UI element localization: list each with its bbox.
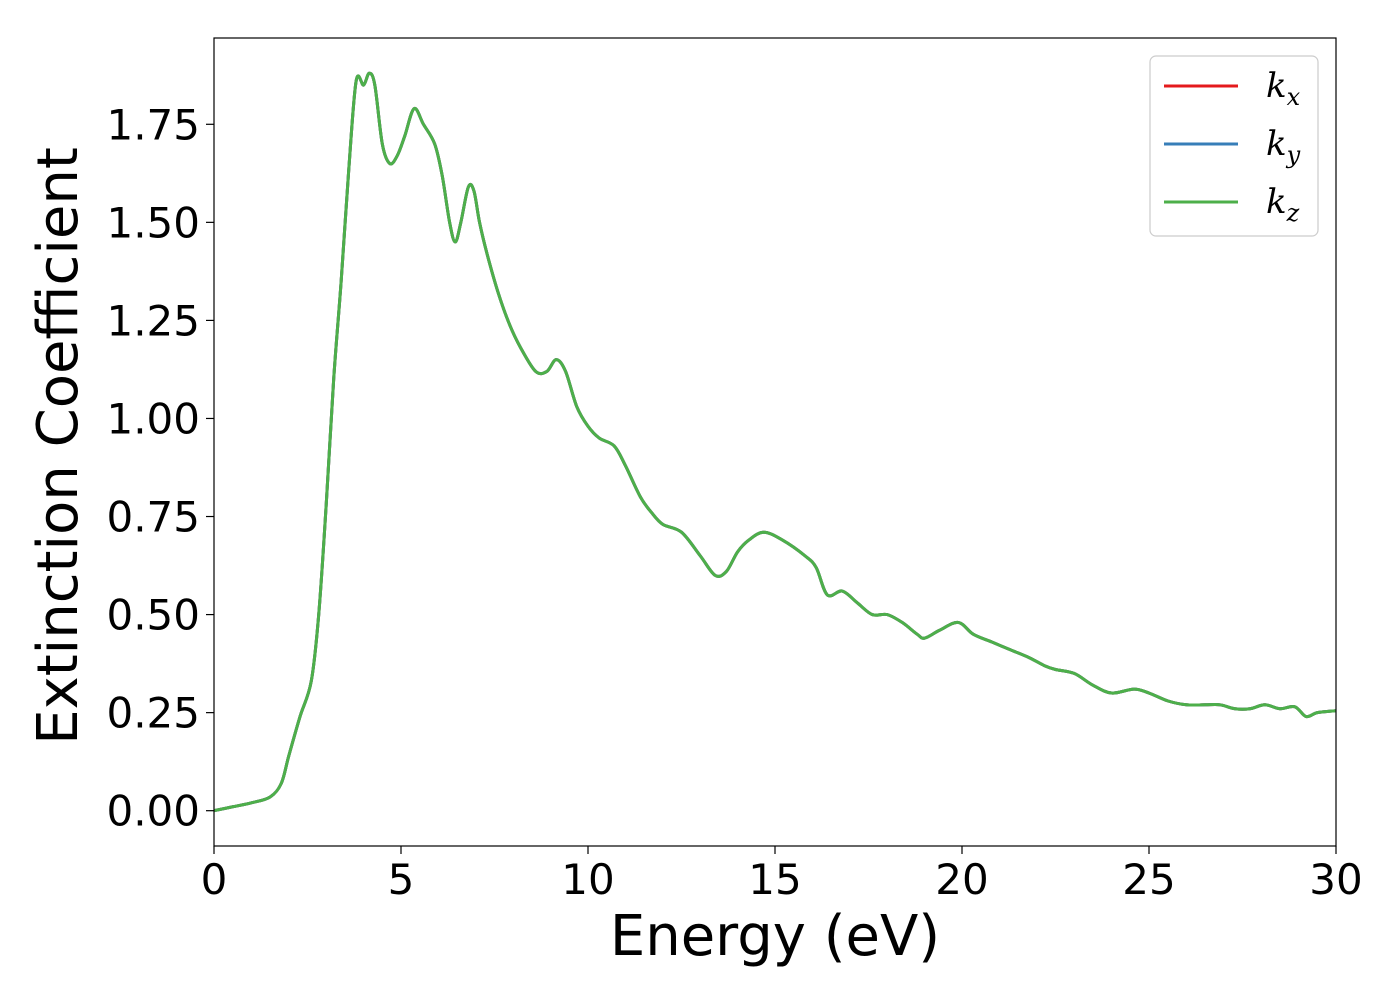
legend-label-subscript: x [1287,83,1301,111]
y-tick-label: 1.00 [106,394,200,443]
x-tick-label: 0 [201,855,228,904]
x-tick-label: 25 [1122,855,1175,904]
legend-item: ky [1164,124,1301,169]
x-tick-label: 5 [388,855,415,904]
x-tick-label: 20 [935,855,988,904]
legend-label-base: k [1266,66,1287,106]
y-tick-label: 1.25 [106,296,200,345]
y-tick-label: 0.25 [106,689,200,738]
ticks-layer: 0 5 10 15 20 25 30 0.00 0.25 0.50 0.75 1.00 1.25 1.50… [106,100,1362,904]
legend-item: kz [1164,182,1300,227]
series-layer [214,71,1336,813]
legend-label-base: k [1266,124,1287,164]
legend-label-subscript: y [1286,141,1301,169]
y-tick-label: 0.50 [106,591,200,640]
legend-label-base: k [1266,182,1287,222]
y-tick-label: 1.75 [106,100,200,149]
legend-label: kx [1266,66,1301,111]
x-axis-title: Energy (eV) [610,904,940,969]
legend-frame [1149,55,1319,237]
series-line-k-z [214,71,1336,813]
y-tick-label: 0.75 [106,493,200,542]
legend-label: kz [1266,182,1300,227]
legend-label-subscript: z [1286,199,1300,227]
y-tick-label: 1.50 [106,198,200,247]
x-tick-label: 30 [1309,855,1362,904]
x-tick-label: 15 [748,855,801,904]
legend-label: ky [1266,124,1301,169]
y-tick-label: 0.00 [106,787,200,836]
legend-item: kx [1164,66,1301,111]
y-axis-title: Extinction Coefficient [26,147,91,745]
x-tick-label: 10 [561,855,614,904]
